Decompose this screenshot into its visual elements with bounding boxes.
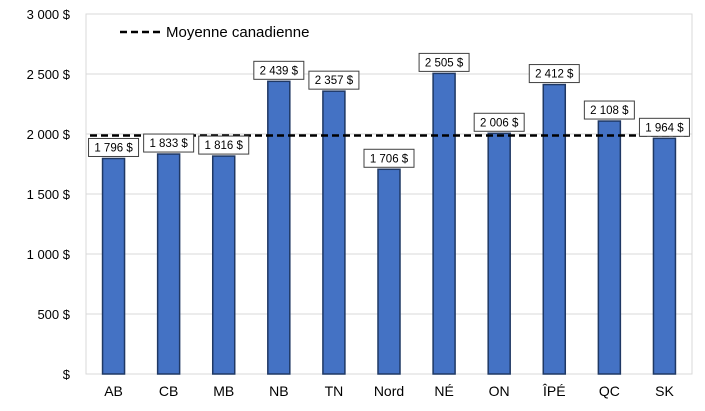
legend-label: Moyenne canadienne — [166, 24, 309, 41]
legend: Moyenne canadienne — [120, 24, 309, 41]
y-tick-label: 1 000 $ — [27, 247, 71, 262]
bar — [267, 80, 291, 375]
x-category-label: CB — [159, 383, 178, 399]
x-category-label: QC — [599, 383, 620, 399]
x-category-label: Nord — [374, 383, 404, 399]
data-label-box — [143, 133, 195, 153]
bar — [487, 132, 511, 375]
data-label: 1 706 $ — [370, 153, 409, 165]
data-label: 2 357 $ — [315, 75, 354, 87]
data-label-box — [198, 135, 250, 155]
data-label: 1 816 $ — [205, 140, 244, 152]
data-label-box — [88, 137, 140, 157]
x-category-label: ON — [489, 383, 510, 399]
y-tick-label: $ — [63, 367, 71, 382]
bar — [156, 153, 181, 375]
x-category-label: NÉ — [434, 383, 453, 399]
y-tick-label: 2 000 $ — [27, 127, 71, 142]
bar — [542, 83, 567, 375]
bar — [432, 72, 456, 375]
data-label: 2 412 $ — [535, 69, 574, 81]
data-label: 1 964 $ — [645, 122, 684, 134]
data-label-box — [528, 64, 580, 84]
data-label: 1 833 $ — [149, 138, 188, 150]
y-tick-label: 2 500 $ — [27, 67, 71, 82]
y-axis-tick-labels: $500 $ 1 000 $ 1 500 $ 2 000 $ 2 500 $ 3 000 … — [27, 7, 71, 382]
x-category-label: AB — [104, 383, 123, 399]
y-tick-label: 1 500 $ — [27, 187, 71, 202]
bar — [322, 90, 346, 375]
data-label-box — [473, 112, 525, 132]
x-category-label: SK — [655, 383, 674, 399]
data-label-box — [638, 117, 690, 137]
bars — [101, 72, 677, 375]
bar — [211, 155, 236, 375]
data-label-box — [253, 60, 305, 80]
data-label: 2 108 $ — [590, 105, 629, 117]
data-label-box — [418, 52, 470, 72]
bar — [101, 157, 126, 375]
x-axis-category-labels: AB CB MB NB TN Nord NÉ ON ÎPÉ QC SK — [104, 383, 674, 399]
data-label: 2 439 $ — [260, 65, 299, 77]
bar — [597, 120, 622, 375]
data-label-box — [308, 70, 360, 90]
data-labels: 1 796 $ 1 833 $ 1 816 $ 2 439 $ 2 357 $ 1 706… — [88, 52, 690, 168]
x-category-label: TN — [325, 383, 344, 399]
x-category-label: MB — [213, 383, 234, 399]
bar — [652, 137, 677, 375]
data-label: 2 006 $ — [480, 117, 519, 129]
data-label: 2 505 $ — [425, 57, 464, 69]
data-label: 1 796 $ — [94, 142, 133, 154]
data-label-box — [363, 148, 415, 168]
y-tick-label: 3 000 $ — [27, 7, 71, 22]
bar — [377, 168, 401, 375]
data-label-box — [583, 100, 635, 120]
y-tick-label: 500 $ — [37, 307, 70, 322]
x-category-label: NB — [269, 383, 288, 399]
x-category-label: ÎPÉ — [542, 383, 566, 399]
